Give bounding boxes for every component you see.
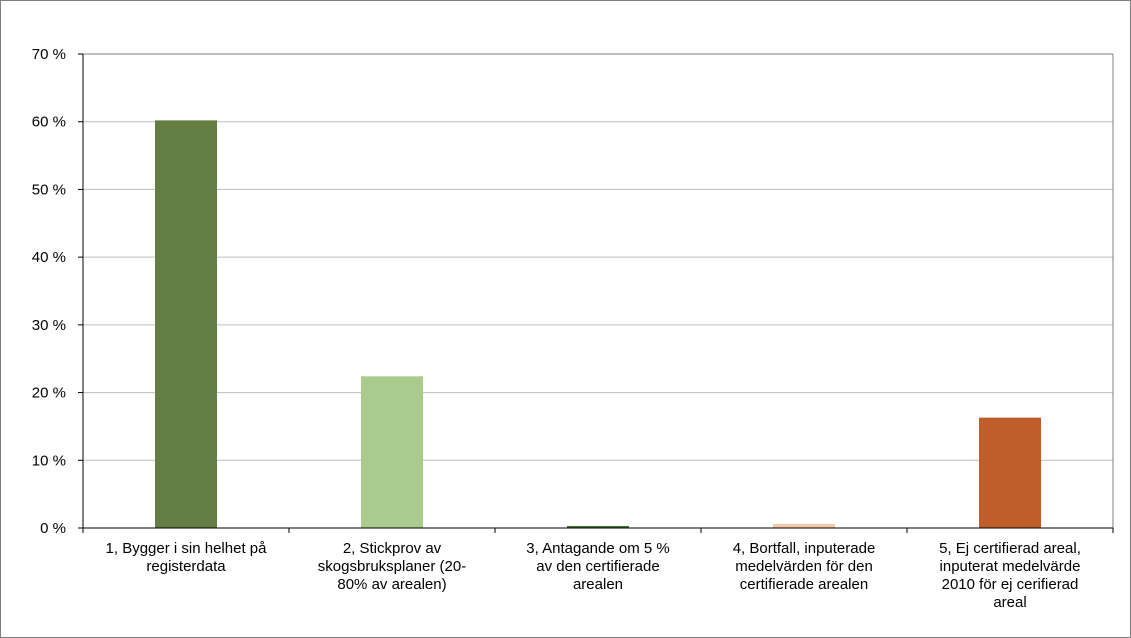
x-tick-label: 1, Bygger i sin helhet på registerdata <box>105 540 267 575</box>
y-tick-label: 0 % <box>40 520 66 537</box>
y-tick-label: 50 % <box>32 181 66 198</box>
x-tick-label: 5, Ej certifierad areal, inputerat medel… <box>939 540 1081 611</box>
y-tick-label: 40 % <box>32 249 66 266</box>
bar <box>979 417 1041 528</box>
bar <box>361 376 423 528</box>
bar <box>567 525 629 528</box>
x-tick-label: 3, Antagande om 5 % av den certifierade … <box>526 540 670 593</box>
y-tick-label: 30 % <box>32 317 66 334</box>
y-tick-label: 70 % <box>32 46 66 63</box>
x-tick-label: 4, Bortfall, inputerade medelvärden för … <box>732 540 876 593</box>
y-tick-label: 10 % <box>32 452 66 469</box>
x-tick-label: 2, Stickprov av skogsbruksplaner (20- 80… <box>317 540 467 593</box>
bar <box>773 523 835 528</box>
y-tick-label: 60 % <box>32 114 66 131</box>
y-tick-label: 20 % <box>32 385 66 402</box>
bar <box>155 120 217 529</box>
